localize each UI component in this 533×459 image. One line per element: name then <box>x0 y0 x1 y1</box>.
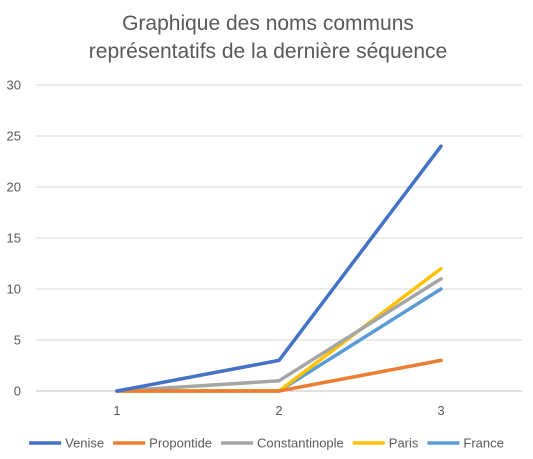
y-tick-label: 10 <box>7 282 21 297</box>
x-tick-label: 3 <box>437 403 444 418</box>
legend-item-paris: Paris <box>352 436 419 451</box>
series-line-propontide <box>115 358 443 393</box>
y-tick-label: 5 <box>14 333 21 348</box>
legend-label: Paris <box>389 436 419 451</box>
series-line-paris <box>115 266 443 393</box>
legend-label: Constantinople <box>257 436 344 451</box>
y-tick-label: 20 <box>7 180 21 195</box>
y-tick-label: 0 <box>14 384 21 399</box>
legend-label: France <box>463 436 503 451</box>
series-lines <box>115 144 443 393</box>
y-tick-label: 30 <box>7 78 21 93</box>
y-tick-label: 25 <box>7 129 21 144</box>
legend-label: Propontide <box>149 436 212 451</box>
legend: Venise Propontide Constantinople Paris Franc… <box>29 436 504 451</box>
legend-item-constantinople: Constantinople <box>221 436 344 451</box>
gridlines <box>36 84 522 392</box>
y-tick-label: 15 <box>7 231 21 246</box>
legend-item-propontide: Propontide <box>113 436 212 451</box>
chart-title-line-2: représentatifs de la dernière séquence <box>89 40 447 63</box>
legend-item-france: France <box>427 436 504 451</box>
legend-label: Venise <box>65 436 104 451</box>
x-tick-label: 1 <box>113 403 120 418</box>
chart-title-line-1: Graphique des noms communs <box>122 12 414 35</box>
legend-item-venise: Venise <box>29 436 104 451</box>
series-line-constantinople <box>115 277 443 393</box>
series-line-venise <box>115 144 443 393</box>
x-tick-label: 2 <box>275 403 282 418</box>
x-axis-ticks: 1 2 3 <box>113 403 444 418</box>
y-axis-ticks: 0 5 10 15 20 25 30 <box>7 78 21 399</box>
